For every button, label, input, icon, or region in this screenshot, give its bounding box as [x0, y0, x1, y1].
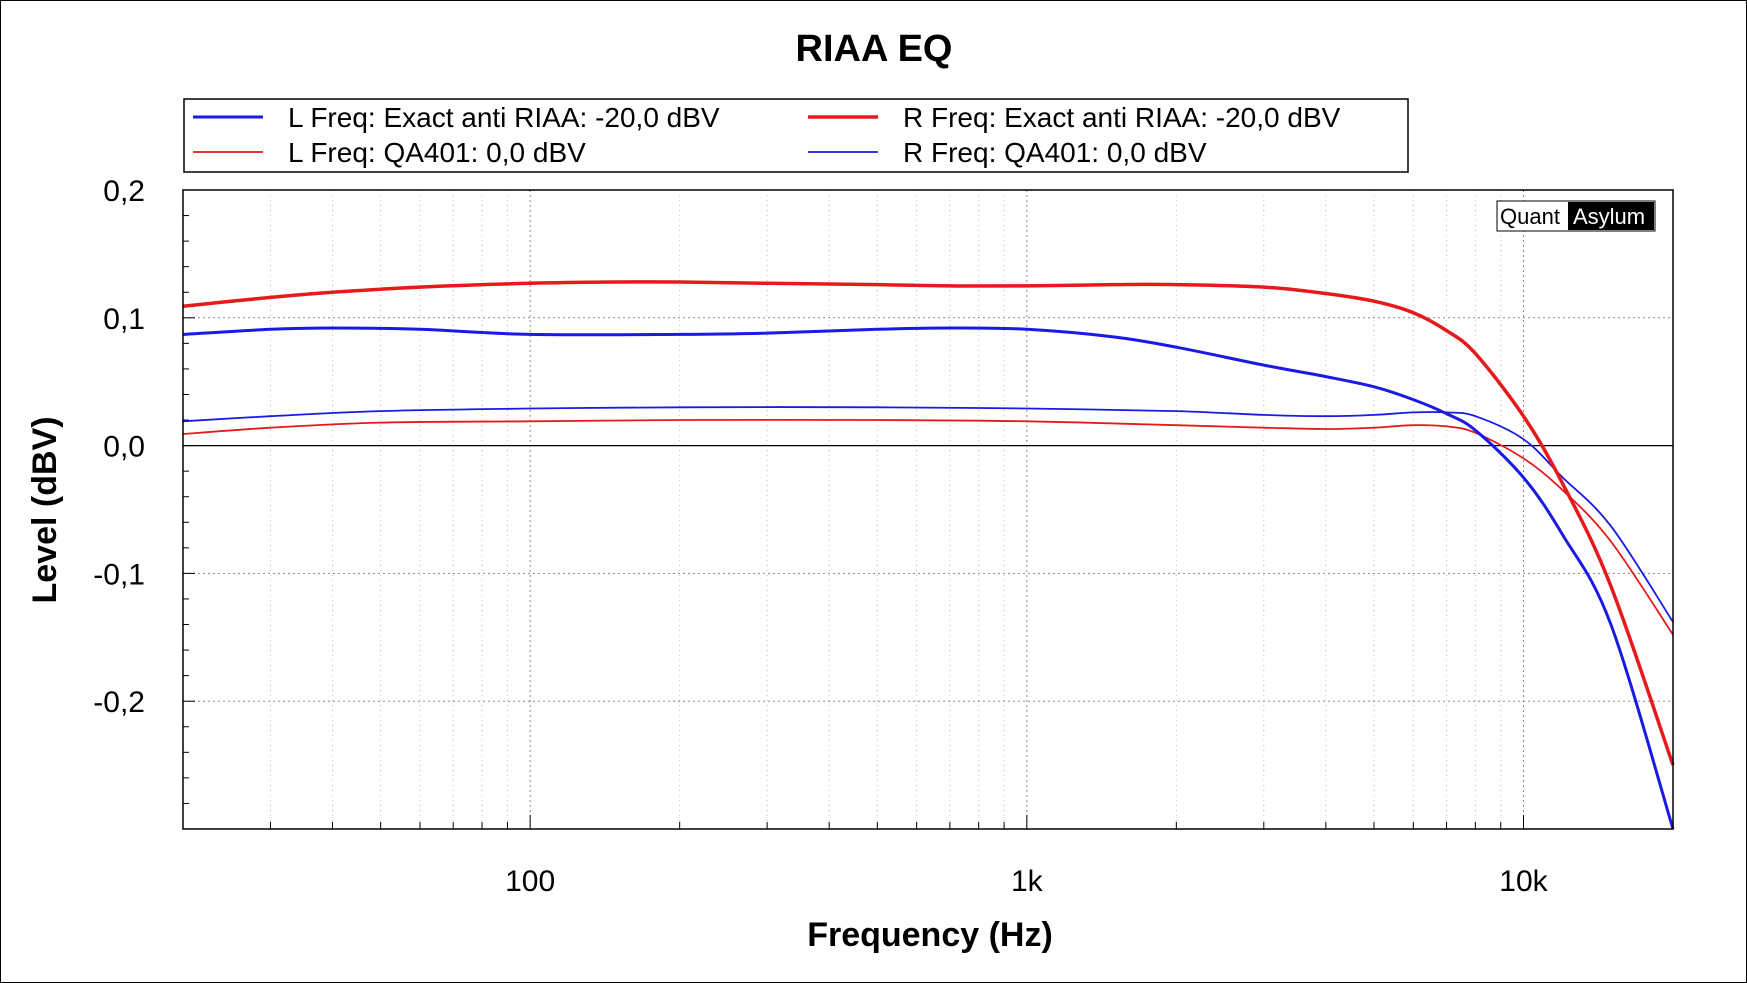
series-line-4 [182, 406, 1674, 623]
series-layer [182, 280, 1675, 830]
watermark-part2: Asylum [1573, 204, 1645, 229]
legend: L Freq: Exact anti RIAA: -20,0 dBV R Freq… [183, 98, 1409, 173]
legend-label-2: R Freq: Exact anti RIAA: -20,0 dBV [903, 102, 1341, 133]
x-axis-title: Frequency (Hz) [807, 916, 1053, 954]
legend-label-4: R Freq: QA401: 0,0 dBV [903, 137, 1207, 168]
x-tick-label: 10k [1499, 865, 1548, 898]
chart-title: RIAA EQ [796, 28, 953, 70]
plot-area-border [182, 189, 1674, 830]
legend-label-1: L Freq: Exact anti RIAA: -20,0 dBV [288, 102, 720, 133]
series-line-1 [182, 326, 1675, 830]
y-tick-label: 0,2 [103, 175, 145, 208]
series-line-2 [182, 280, 1675, 766]
y-tick-label: 0,1 [103, 303, 145, 336]
x-tick-label: 1k [1011, 865, 1044, 898]
y-tick-label: 0,0 [103, 431, 145, 464]
legend-box [183, 98, 1409, 173]
y-axis-title: Level (dBV) [26, 416, 64, 603]
y-tick-label: -0,2 [93, 686, 145, 719]
x-tick-label: 100 [505, 865, 555, 898]
legend-label-3: L Freq: QA401: 0,0 dBV [288, 137, 586, 168]
watermark-part1: Quant [1500, 204, 1560, 229]
tick-labels: 100 1k 10k 0,2 0,1 0,0 -0,1 -0,2 [93, 175, 1548, 898]
watermark: Quant Asylum [1496, 200, 1656, 232]
y-tick-label: -0,1 [93, 558, 145, 591]
series-line-3 [182, 418, 1674, 636]
